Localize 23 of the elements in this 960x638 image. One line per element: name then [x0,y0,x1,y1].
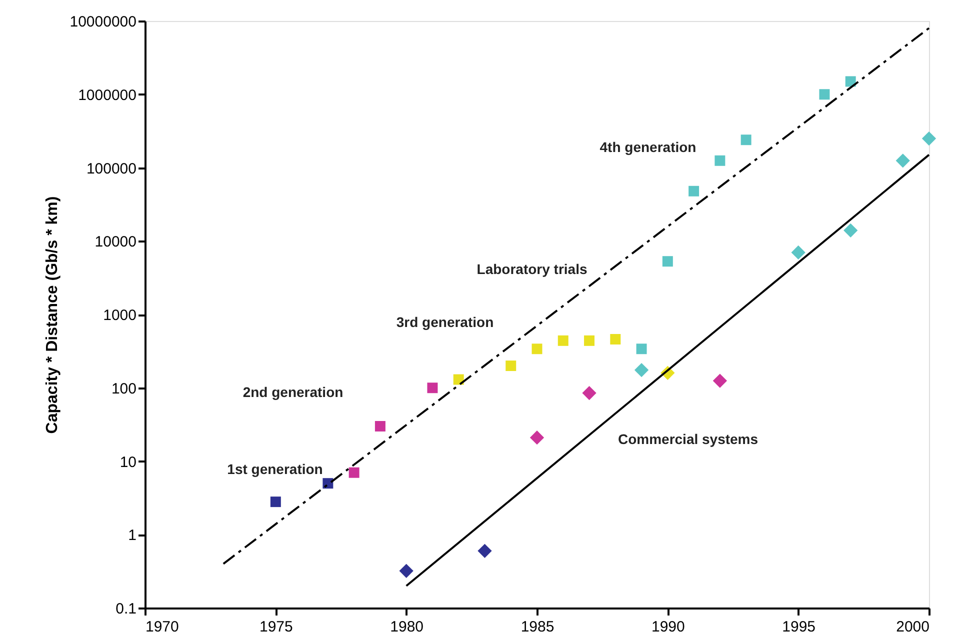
annotation: 3rd generation [396,314,494,330]
y-tick-label: 1 [128,527,136,544]
x-tick-label: 1985 [520,618,554,636]
y-tick-label: 10000 [94,234,136,251]
annotation: Commercial systems [618,431,758,447]
x-tick-label: 2000 [896,618,930,636]
annotation: 1st generation [227,461,323,477]
y-tick-label: 100 [111,380,136,398]
annotation: 4th generation [600,139,696,155]
x-tick-label: 1970 [146,618,179,636]
y-tick-label: 10000000 [70,14,136,30]
annotation: Laboratory trials [476,261,588,277]
x-tick-label: 1990 [651,618,685,636]
y-tick-label: 100000 [86,160,136,178]
y-tick-label: 0.1 [116,600,136,618]
x-tick-label: 1995 [782,618,816,636]
x-tick-label: 1975 [259,618,293,636]
y-axis-title: Capacity * Distance (Gb/s * km) [44,196,61,434]
y-tick-label: 10 [120,454,136,471]
y-tick-label: 1000 [103,307,136,324]
y-tick-label: 1000000 [78,86,136,104]
x-tick-label: 1980 [390,618,424,636]
annotation: 2nd generation [242,384,344,400]
